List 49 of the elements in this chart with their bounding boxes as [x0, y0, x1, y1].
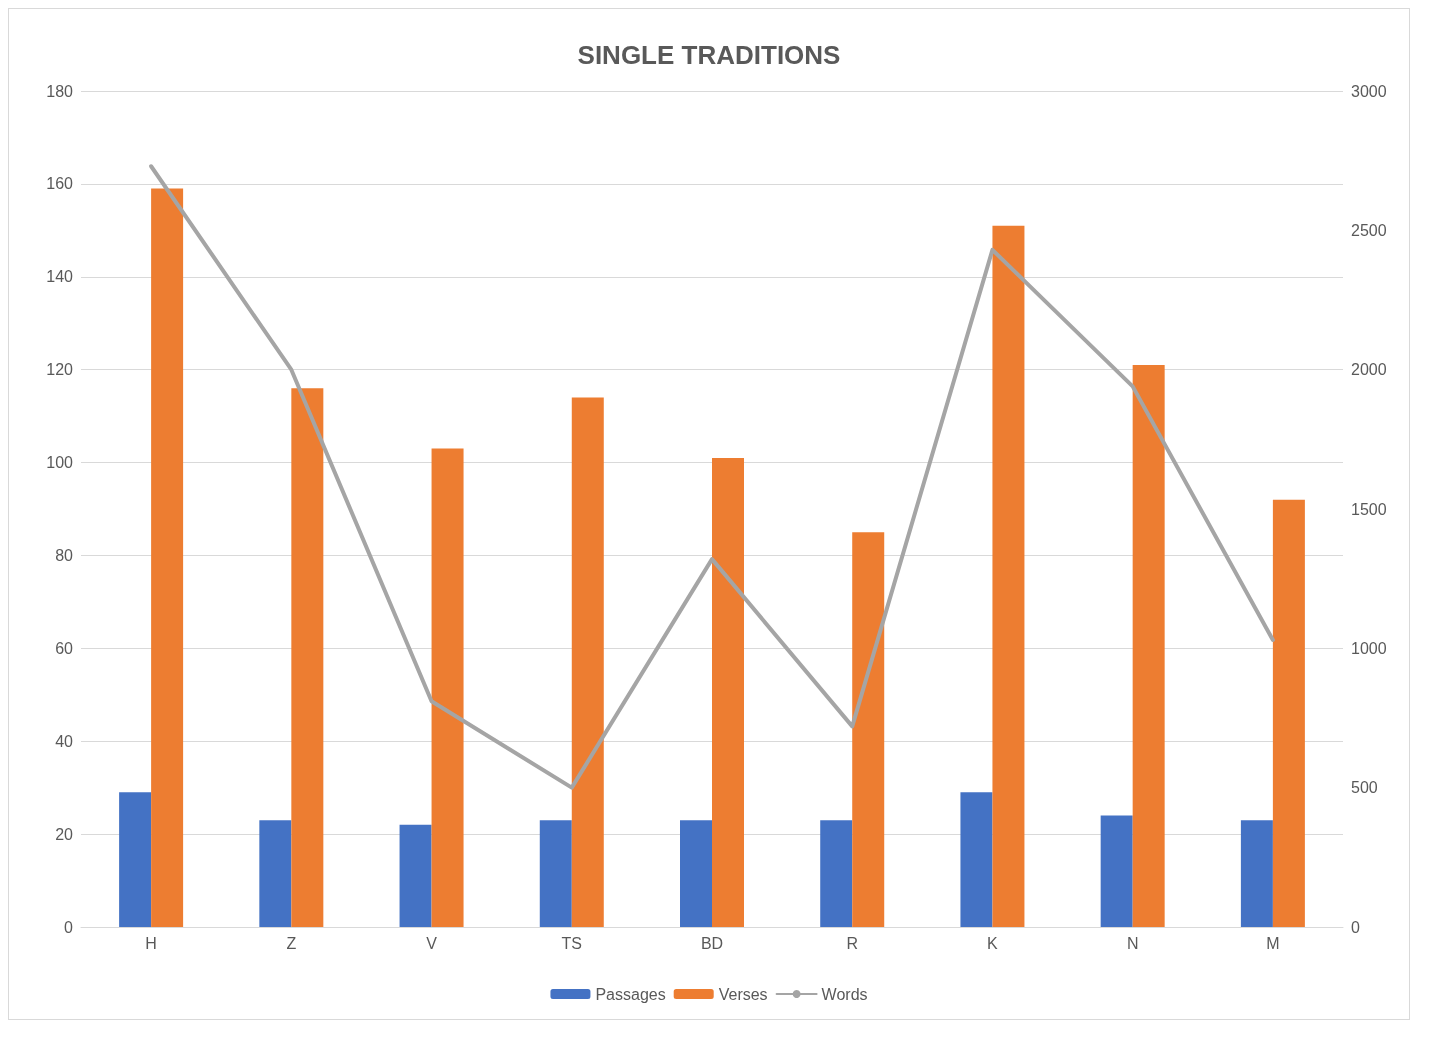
bar: [992, 225, 1025, 927]
bar: [1272, 499, 1305, 927]
x-tick-label: M: [1266, 934, 1280, 952]
bar: [291, 388, 324, 927]
y2-tick-label: 1000: [1351, 639, 1387, 657]
x-tick-label: Z: [286, 934, 297, 952]
y-tick-label: 180: [46, 82, 74, 100]
bar: [431, 448, 464, 927]
x-tick-label: K: [987, 934, 999, 952]
bar: [1240, 820, 1273, 927]
bar: [119, 792, 152, 927]
bar: [680, 820, 712, 927]
chart-title: SINGLE TRADITIONS: [577, 40, 841, 70]
y2-tick-label: 500: [1351, 779, 1378, 797]
y-tick-label: 60: [55, 639, 74, 657]
x-tick-label: N: [1126, 934, 1139, 952]
y2-tick-label: 2000: [1351, 361, 1387, 379]
y-tick-label: 80: [55, 546, 74, 564]
y-tick-label: 120: [46, 361, 74, 379]
legend-label: Verses: [718, 985, 768, 1003]
bar: [820, 820, 853, 927]
bar: [852, 532, 885, 927]
y2-tick-label: 2500: [1351, 221, 1387, 239]
y2-tick-label: 1500: [1351, 500, 1387, 518]
y-tick-label: 0: [64, 918, 74, 936]
x-tick-label: BD: [700, 934, 724, 952]
bar: [151, 188, 184, 927]
x-tick-label: R: [846, 934, 858, 952]
y-tick-label: 100: [46, 454, 74, 472]
line-series: [149, 164, 1275, 790]
bar: [960, 792, 993, 927]
x-tick-label: H: [145, 934, 157, 952]
bar: [259, 820, 292, 927]
bar: [1132, 365, 1165, 927]
y-tick-label: 20: [55, 825, 74, 843]
bar: [399, 824, 432, 927]
bar: [712, 457, 744, 927]
x-tick-label: V: [426, 934, 438, 952]
y2-tick-label: 0: [1351, 918, 1360, 936]
x-tick-label: TS: [561, 934, 582, 952]
y-tick-label: 40: [55, 732, 74, 750]
bar: [539, 820, 572, 927]
legend-label: Words: [821, 985, 868, 1003]
y-tick-label: 160: [46, 175, 74, 193]
bar: [1100, 815, 1133, 927]
legend-label: Passages: [595, 985, 666, 1003]
y-tick-label: 140: [46, 268, 74, 286]
bar: [571, 397, 604, 927]
y2-tick-label: 3000: [1351, 82, 1387, 100]
